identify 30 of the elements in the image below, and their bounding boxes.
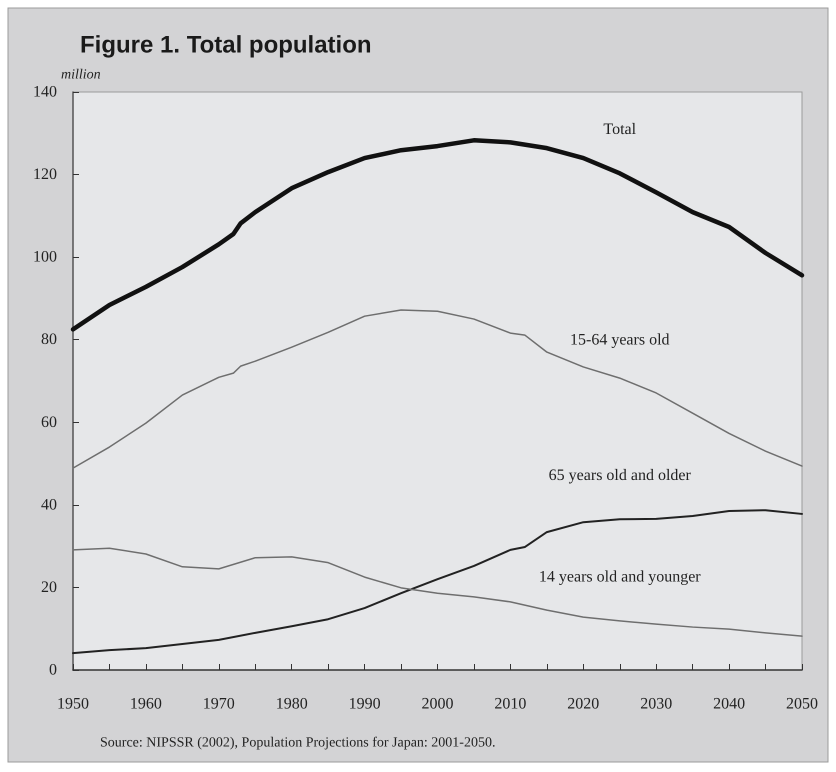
series-label: 14 years old and younger <box>538 568 702 586</box>
series-label: 15-64 years old <box>570 332 670 349</box>
text: 65 years old and older <box>548 466 692 484</box>
x-tick-label: 2020 <box>567 696 600 712</box>
y-tick-label: 20 <box>41 578 57 596</box>
x-tick-label: 2010 <box>494 696 526 712</box>
y-tick-label: 40 <box>41 496 57 514</box>
y-axis-title: million <box>61 68 101 82</box>
x-tick-label: 2040 <box>713 696 746 712</box>
y-tick-label: 0 <box>49 662 57 678</box>
x-tick-label: 1980 <box>276 696 308 712</box>
x-tick-label: 1970 <box>202 696 235 712</box>
series-label: Total <box>603 120 637 138</box>
y-tick-label: 60 <box>41 414 57 431</box>
x-tick-label: 2050 <box>786 696 818 712</box>
y-tick-label: 100 <box>33 248 57 266</box>
x-tick-label: 1950 <box>57 696 89 712</box>
line-series <box>72 309 803 469</box>
y-tick-label: 120 <box>33 166 57 184</box>
chart-title: Figure 1. Total population <box>80 32 372 58</box>
y-tick-label: 80 <box>41 331 57 348</box>
line-series <box>70 138 804 332</box>
x-tick-label: 1960 <box>130 696 162 712</box>
x-tick-label: 2030 <box>640 696 672 712</box>
x-tick-label: 1990 <box>348 696 381 712</box>
x-tick-label: 2000 <box>422 696 454 712</box>
y-tick-label: 140 <box>33 84 57 100</box>
line-series <box>72 509 803 654</box>
source-note: Source: NIPSSR (2002), Population Projections for Japan: 2001-2050. <box>100 736 496 750</box>
line-series <box>72 547 803 637</box>
